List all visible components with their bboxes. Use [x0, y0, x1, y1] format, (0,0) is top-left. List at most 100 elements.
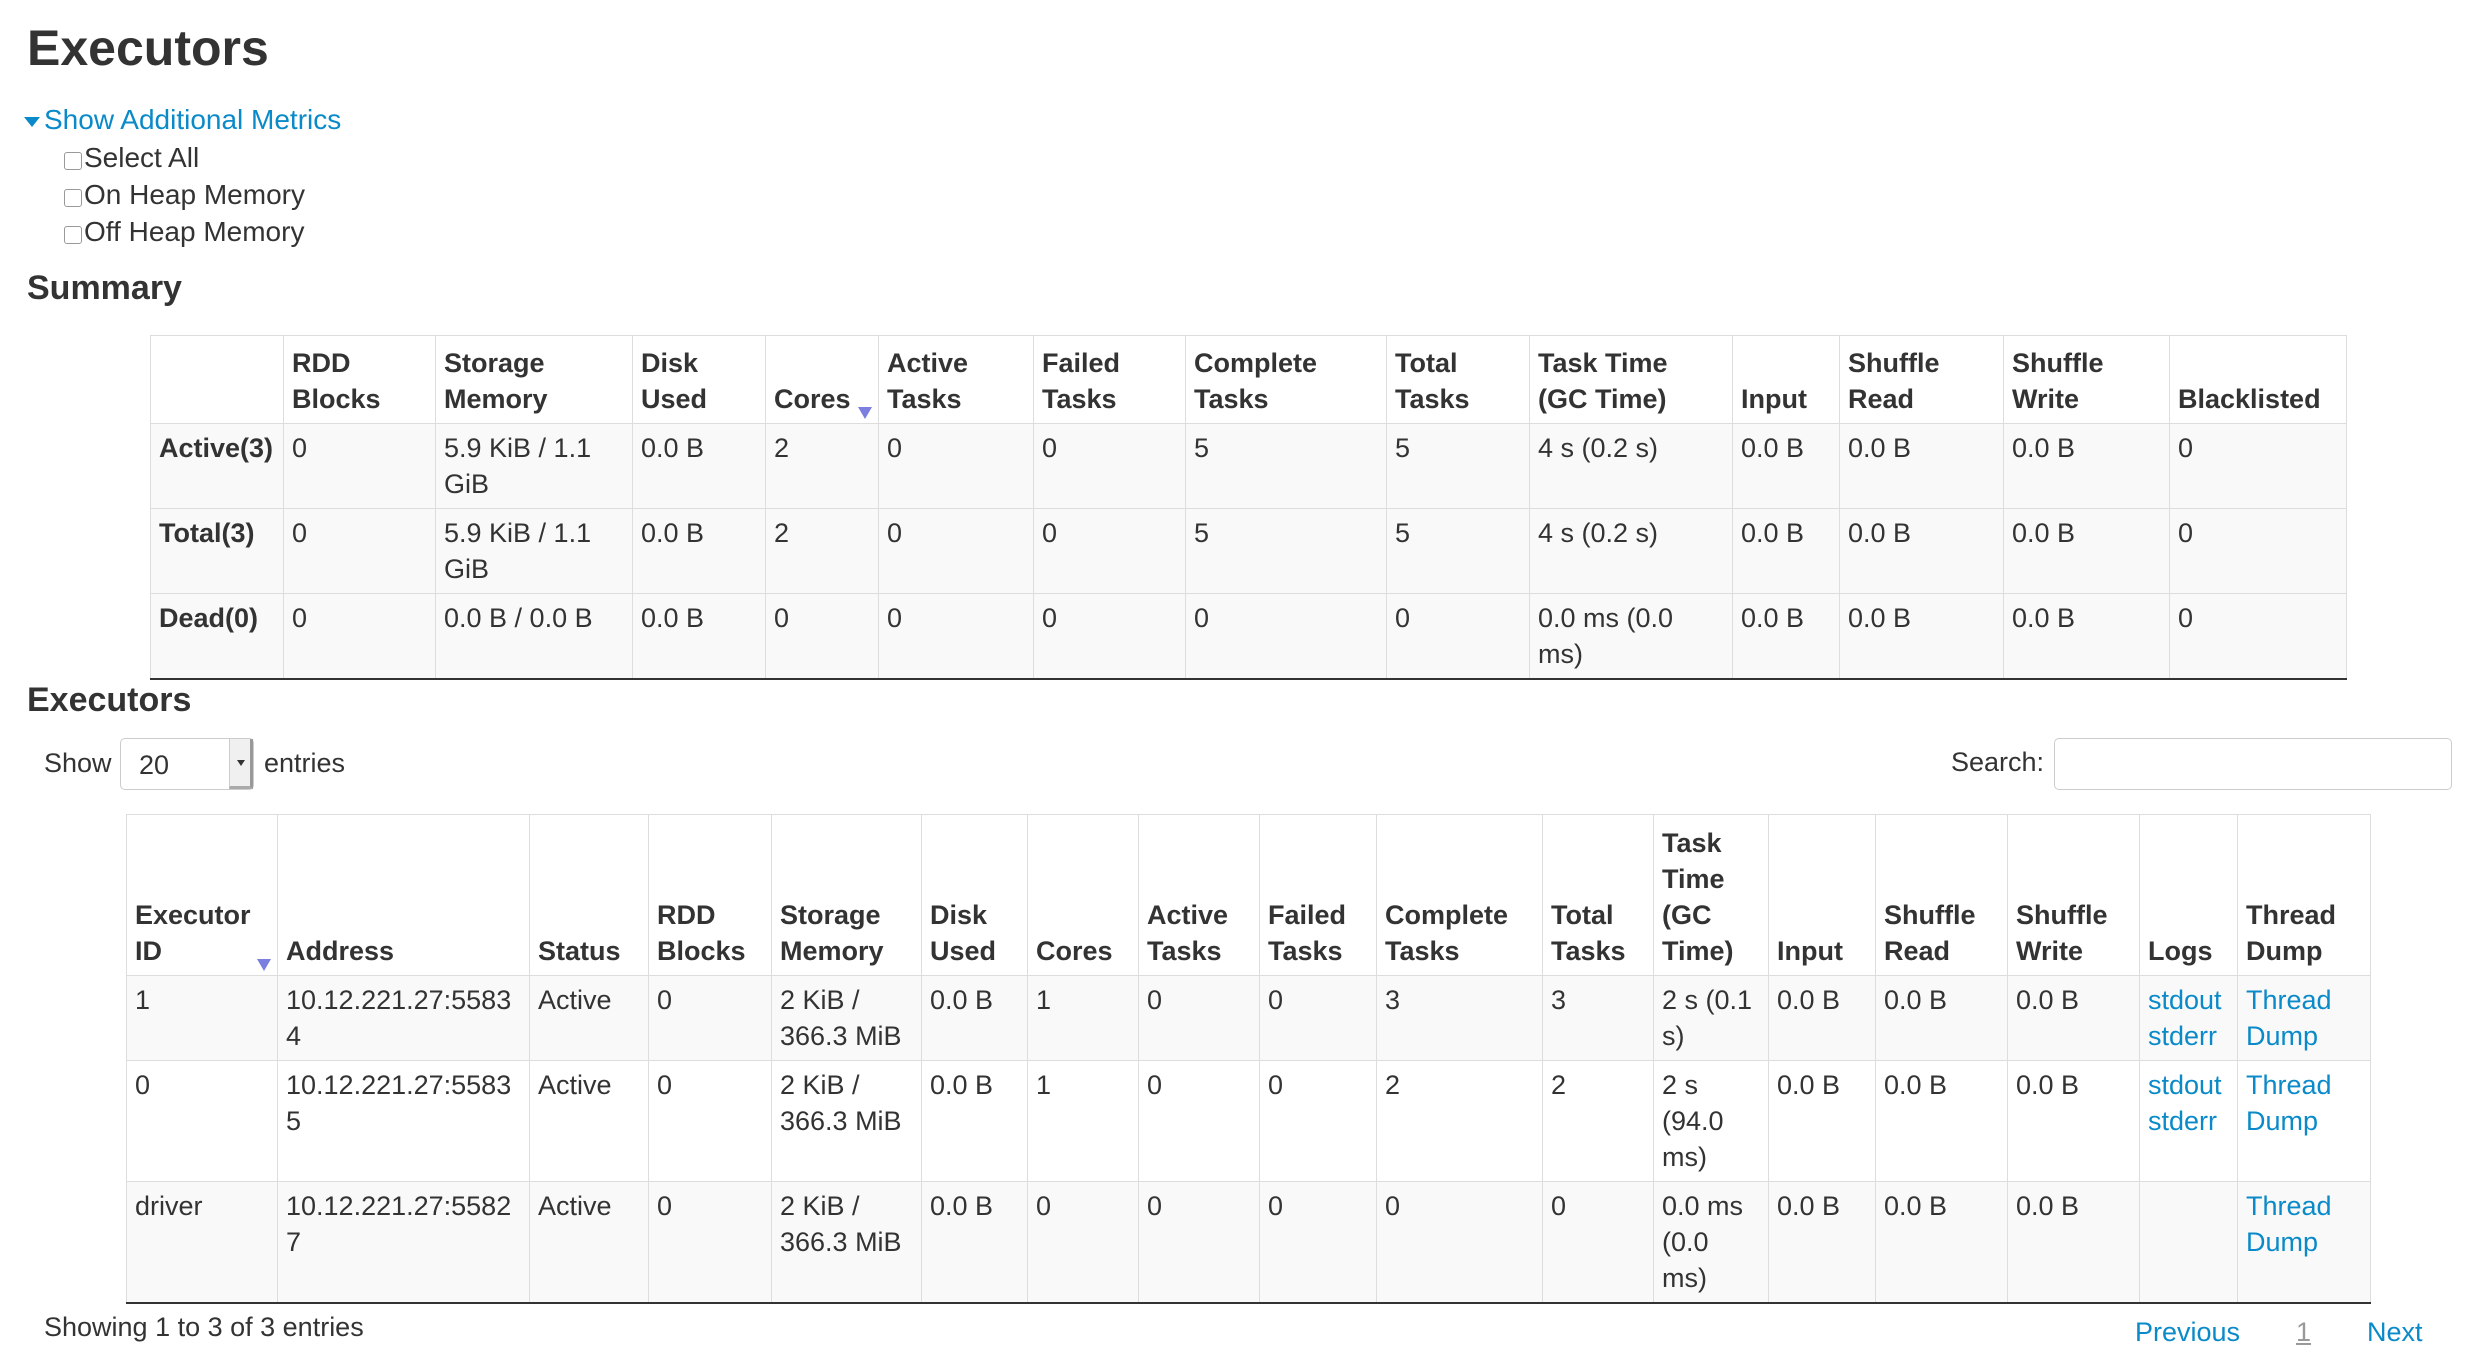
- stdout-link[interactable]: stdout: [2148, 985, 2222, 1015]
- table-cell: Active: [529, 1181, 649, 1304]
- option-label: On Heap Memory: [84, 179, 305, 210]
- column-header[interactable]: Cores: [1027, 814, 1139, 976]
- page-size-select[interactable]: 20: [120, 738, 254, 790]
- table-cell: Active: [529, 1060, 649, 1182]
- column-header[interactable]: Status: [529, 814, 649, 976]
- column-header[interactable]: Executor ID: [126, 814, 278, 976]
- table-cell: 0.0 B: [2007, 1181, 2140, 1304]
- column-header[interactable]: Complete Tasks: [1376, 814, 1543, 976]
- page-title: Executors: [27, 20, 269, 76]
- table-cell: 0: [283, 423, 436, 509]
- table-cell: 0: [1542, 1181, 1654, 1304]
- table-cell: 2 KiB / 366.3 MiB: [771, 1060, 922, 1182]
- logs-cell: stdout stderr: [2139, 975, 2238, 1061]
- table-cell: 0: [1138, 1181, 1260, 1304]
- column-header[interactable]: Complete Tasks: [1185, 335, 1387, 424]
- table-row: 0 10.12.221.27:55835 Active 0 2 KiB / 366.3 …: [126, 1060, 2371, 1182]
- thread-dump-cell: Thread Dump: [2237, 1181, 2371, 1304]
- table-cell: 0.0 B: [921, 1181, 1028, 1304]
- column-header[interactable]: [150, 335, 284, 424]
- column-header[interactable]: Task Time (GC Time): [1653, 814, 1769, 976]
- table-cell: 2: [765, 423, 879, 509]
- table-cell: 1: [1027, 1060, 1139, 1182]
- option-label: Off Heap Memory: [84, 216, 305, 247]
- table-cell: 2 KiB / 366.3 MiB: [771, 975, 922, 1061]
- column-header[interactable]: Disk Used: [921, 814, 1028, 976]
- column-header[interactable]: RDD Blocks: [648, 814, 772, 976]
- stdout-link[interactable]: stdout: [2148, 1070, 2222, 1100]
- column-header[interactable]: Shuffle Write: [2003, 335, 2170, 424]
- column-header[interactable]: Active Tasks: [878, 335, 1034, 424]
- row-label: Active(3): [150, 423, 284, 509]
- column-header[interactable]: Task Time (GC Time): [1529, 335, 1733, 424]
- column-header[interactable]: Logs: [2139, 814, 2238, 976]
- column-header[interactable]: Total Tasks: [1386, 335, 1530, 424]
- table-cell: 0.0 B: [632, 423, 766, 509]
- column-header[interactable]: Total Tasks: [1542, 814, 1654, 976]
- toggle-label: Show Additional Metrics: [44, 104, 342, 135]
- table-cell: 0: [1185, 593, 1387, 680]
- table-cell: 0.0 B: [2003, 593, 2170, 680]
- column-header[interactable]: Shuffle Write: [2007, 814, 2140, 976]
- table-cell: 1: [126, 975, 278, 1061]
- column-header[interactable]: RDD Blocks: [283, 335, 436, 424]
- search-input[interactable]: [2054, 738, 2452, 790]
- column-header[interactable]: Cores: [765, 335, 879, 424]
- table-cell: 0.0 B: [1839, 508, 2004, 594]
- logs-cell: [2139, 1181, 2238, 1304]
- select-all-checkbox[interactable]: [64, 152, 82, 170]
- table-info: Showing 1 to 3 of 3 entries: [44, 1312, 364, 1342]
- table-cell: 0: [1033, 508, 1186, 594]
- column-header[interactable]: Blacklisted: [2169, 335, 2347, 424]
- executors-table: Executor ID Address Status RDD Blocks Storag…: [126, 814, 2371, 1304]
- table-cell: 0.0 ms (0.0 ms): [1653, 1181, 1769, 1304]
- table-cell: 0: [1027, 1181, 1139, 1304]
- entries-label: entries: [264, 748, 346, 778]
- thread-dump-link[interactable]: Thread Dump: [2246, 1191, 2332, 1257]
- stderr-link[interactable]: stderr: [2148, 1021, 2218, 1051]
- dropdown-arrow-icon[interactable]: [229, 739, 253, 789]
- column-header[interactable]: Failed Tasks: [1259, 814, 1377, 976]
- table-cell: 0.0 B: [1732, 508, 1840, 594]
- column-header[interactable]: Address: [277, 814, 530, 976]
- table-cell: 0.0 B: [1839, 593, 2004, 680]
- column-header[interactable]: Input: [1768, 814, 1876, 976]
- table-cell: 5: [1386, 423, 1530, 509]
- table-cell: 0: [1033, 593, 1186, 680]
- column-header[interactable]: Thread Dump: [2237, 814, 2371, 976]
- table-cell: 0: [2169, 593, 2347, 680]
- thread-dump-link[interactable]: Thread Dump: [2246, 1070, 2332, 1136]
- on-heap-memory-option[interactable]: On Heap Memory: [64, 177, 305, 213]
- previous-page-button[interactable]: Previous: [2135, 1317, 2241, 1347]
- page-1-button[interactable]: 1: [2296, 1317, 2312, 1347]
- search-label: Search:: [1951, 747, 2045, 777]
- table-cell: 0.0 B: [2003, 508, 2170, 594]
- caret-down-icon: [24, 116, 40, 127]
- on-heap-memory-checkbox[interactable]: [64, 189, 82, 207]
- table-cell: 2 KiB / 366.3 MiB: [771, 1181, 922, 1304]
- table-cell: 5.9 KiB / 1.1 GiB: [435, 423, 633, 509]
- table-cell: 0.0 B: [2007, 1060, 2140, 1182]
- column-header[interactable]: Disk Used: [632, 335, 766, 424]
- column-header[interactable]: Shuffle Read: [1839, 335, 2004, 424]
- stderr-link[interactable]: stderr: [2148, 1106, 2218, 1136]
- thread-dump-link[interactable]: Thread Dump: [2246, 985, 2332, 1051]
- column-header[interactable]: Active Tasks: [1138, 814, 1260, 976]
- summary-heading: Summary: [27, 269, 182, 307]
- select-all-option[interactable]: Select All: [64, 140, 199, 176]
- column-header[interactable]: Shuffle Read: [1875, 814, 2008, 976]
- table-cell: 0.0 B: [1875, 1060, 2008, 1182]
- show-additional-metrics-toggle[interactable]: Show Additional Metrics: [24, 102, 341, 138]
- column-header[interactable]: Storage Memory: [435, 335, 633, 424]
- off-heap-memory-option[interactable]: Off Heap Memory: [64, 214, 304, 250]
- off-heap-memory-checkbox[interactable]: [64, 226, 82, 244]
- column-header[interactable]: Failed Tasks: [1033, 335, 1186, 424]
- table-cell: 0.0 B: [2003, 423, 2170, 509]
- column-header[interactable]: Storage Memory: [771, 814, 922, 976]
- table-cell: 0.0 B: [1768, 1181, 1876, 1304]
- table-cell: 0: [283, 593, 436, 680]
- column-header[interactable]: Input: [1732, 335, 1840, 424]
- table-cell: 5: [1386, 508, 1530, 594]
- next-page-button[interactable]: Next: [2367, 1317, 2423, 1347]
